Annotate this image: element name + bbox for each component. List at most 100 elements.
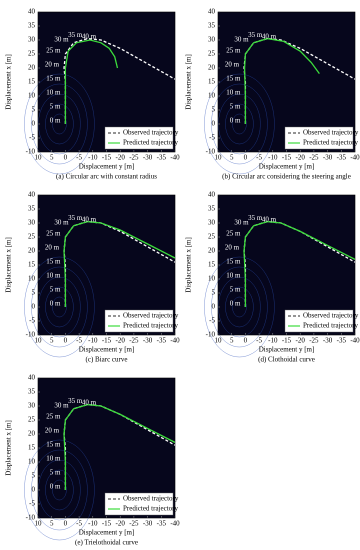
y-tick-label: 40	[208, 8, 216, 16]
distance-label: 10 m	[46, 272, 61, 280]
y-tick-label: 15	[28, 261, 36, 269]
legend-label: Observed trajectory	[123, 312, 179, 320]
y-tick-label: 25	[28, 233, 36, 241]
distance-label: 40 m	[262, 216, 277, 224]
distance-label: 0 m	[230, 300, 241, 308]
x-tick-label: -10	[88, 154, 98, 162]
y-tick-label: -5	[209, 134, 215, 142]
legend-box	[284, 309, 354, 333]
plot-frame	[217, 194, 356, 336]
distance-label: 30 m	[234, 35, 249, 43]
x-tick-label: -5	[256, 154, 262, 162]
y-tick-label: 20	[208, 247, 216, 255]
scan-ring	[204, 73, 275, 175]
y-axis-label: Displacement x [m]	[5, 420, 13, 476]
distance-label: 15 m	[46, 441, 61, 449]
plot-frame	[37, 194, 176, 336]
caption: (a) Circular arc with constant radius	[56, 173, 157, 181]
x-tick-label: -15	[102, 337, 112, 345]
y-tick-label: -10	[206, 148, 216, 156]
x-tick-label: 10	[35, 154, 43, 162]
y-tick-label: 5	[212, 289, 216, 297]
y-tick-label: 25	[208, 50, 216, 58]
caption: (c) Biarc curve	[86, 356, 128, 364]
x-tick-label: -5	[256, 337, 262, 345]
x-tick-label: -35	[337, 154, 347, 162]
y-tick-label: 40	[28, 374, 36, 382]
scan-ring	[225, 103, 254, 145]
x-tick-label: 5	[50, 337, 54, 345]
legend-box	[104, 126, 174, 150]
x-tick-label: 0	[244, 337, 248, 345]
plot-lines	[63, 220, 175, 307]
y-tick-label: 15	[28, 444, 36, 452]
x-tick-label: -20	[296, 337, 306, 345]
y-tick-label: 25	[28, 50, 36, 58]
distance-label: 25 m	[226, 230, 241, 238]
x-tick-label: -30	[143, 154, 153, 162]
distance-label: 15 m	[46, 258, 61, 266]
distance-label: 30 m	[54, 401, 69, 409]
y-tick-label: 40	[28, 8, 36, 16]
y-tick-label: 15	[28, 78, 36, 86]
x-tick-label: 5	[230, 154, 234, 162]
distance-label: 0 m	[50, 483, 61, 491]
y-axis-label: Displacement x [m]	[185, 54, 193, 110]
x-tick-label: -5	[76, 337, 82, 345]
distance-label: 5 m	[230, 286, 241, 294]
x-tick-label: -20	[296, 154, 306, 162]
distance-label: 35 m	[248, 214, 263, 222]
legend-label: Observed trajectory	[123, 495, 179, 503]
scan-ring	[52, 479, 67, 501]
y-tick-label: 40	[28, 191, 36, 199]
legend-label: Predicted trajectory	[303, 139, 359, 147]
x-tick-label: 5	[50, 154, 54, 162]
y-tick-label: 15	[208, 78, 216, 86]
legend-box	[284, 126, 354, 150]
x-tick-label: -25	[129, 337, 139, 345]
distance-label: 20 m	[225, 244, 240, 252]
x-tick-label: 0	[244, 154, 248, 162]
x-axis-label: Displacement y [m]	[259, 163, 315, 171]
x-tick-label: -25	[129, 154, 139, 162]
x-tick-label: -20	[116, 337, 126, 345]
y-tick-label: 0	[32, 303, 36, 311]
x-tick-label: 5	[50, 520, 54, 528]
distance-label: 35 m	[68, 31, 83, 39]
distance-label: 40 m	[82, 399, 97, 407]
x-tick-label: -10	[88, 520, 98, 528]
scan-ring	[45, 103, 74, 145]
x-tick-label: -10	[88, 337, 98, 345]
distance-label: 30 m	[54, 35, 69, 43]
x-axis-label: Displacement y [m]	[79, 163, 135, 171]
y-tick-label: 25	[28, 416, 36, 424]
distance-label: 15 m	[226, 258, 241, 266]
y-tick-label: 35	[208, 22, 216, 30]
distance-label: 25 m	[46, 413, 61, 421]
x-tick-label: -40	[170, 520, 180, 528]
x-tick-label: 0	[64, 520, 68, 528]
legend-label: Predicted trajectory	[303, 322, 359, 330]
trajectory-line	[64, 39, 119, 124]
y-tick-label: 5	[32, 106, 36, 114]
distance-label: 40 m	[82, 33, 97, 41]
x-tick-label: 10	[35, 337, 43, 345]
x-tick-label: -25	[129, 520, 139, 528]
distance-label: 5 m	[50, 469, 61, 477]
legend-label: Predicted trajectory	[123, 505, 179, 513]
x-tick-label: -35	[157, 520, 167, 528]
y-tick-label: -10	[26, 514, 36, 522]
distance-label: 10 m	[46, 455, 61, 463]
scan-ring	[45, 286, 74, 328]
scan-ring	[24, 439, 95, 541]
x-tick-label: -5	[76, 154, 82, 162]
x-tick-label: -15	[102, 520, 112, 528]
distance-label: 15 m	[46, 75, 61, 83]
scan-ring	[31, 266, 88, 348]
x-tick-label: -20	[116, 154, 126, 162]
x-tick-label: 5	[230, 337, 234, 345]
plot-lines	[63, 37, 175, 124]
distance-label: 35 m	[248, 31, 263, 39]
x-tick-label: -35	[157, 337, 167, 345]
